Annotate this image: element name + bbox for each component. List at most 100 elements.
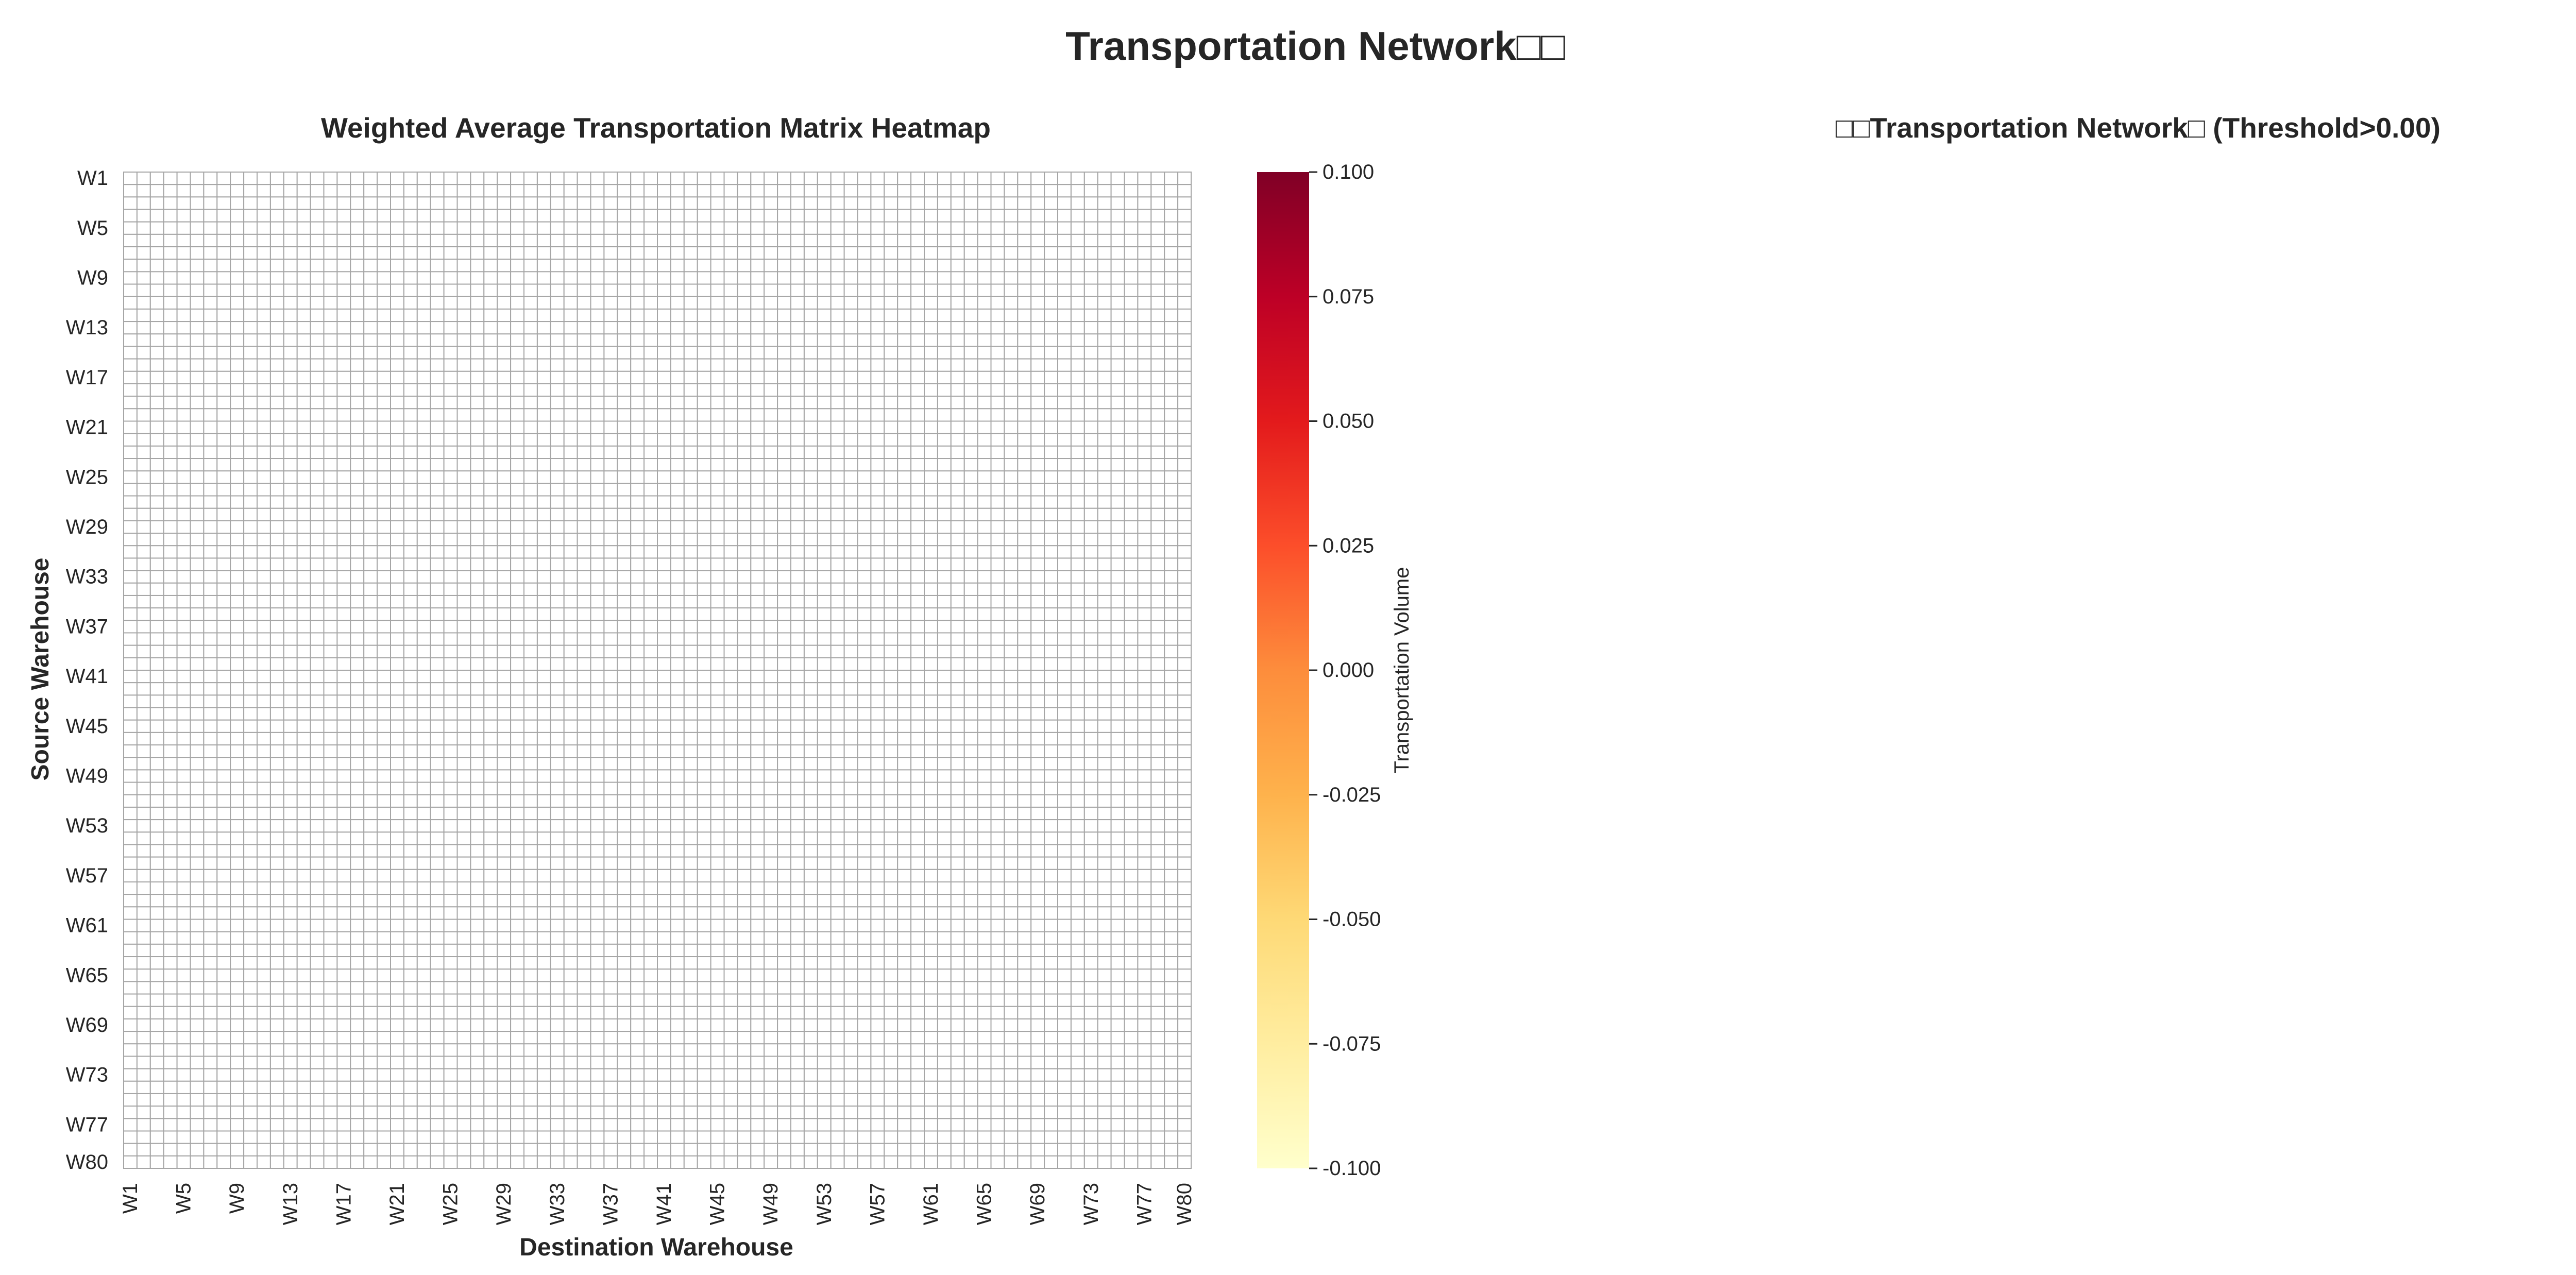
heatmap-cell xyxy=(1124,483,1139,497)
heatmap-cell xyxy=(430,831,445,845)
heatmap-cell xyxy=(430,670,445,684)
heatmap-cell xyxy=(577,507,591,521)
heatmap-cell xyxy=(163,856,178,870)
heatmap-cell xyxy=(990,321,1005,335)
heatmap-cell xyxy=(630,458,645,472)
heatmap-cell xyxy=(390,420,404,434)
heatmap-cell xyxy=(443,719,458,733)
heatmap-cell xyxy=(843,794,858,808)
heatmap-cell xyxy=(1164,259,1179,273)
heatmap-cell xyxy=(1124,420,1139,434)
heatmap-cell xyxy=(1044,856,1058,870)
heatmap-cell xyxy=(1017,869,1032,882)
heatmap-cell xyxy=(123,370,138,384)
heatmap-cell xyxy=(243,769,258,783)
heatmap-cell xyxy=(510,495,524,509)
heatmap-cell xyxy=(1110,358,1125,372)
heatmap-cell xyxy=(563,209,578,223)
heatmap-cell xyxy=(924,433,938,447)
heatmap-cell xyxy=(563,507,578,521)
heatmap-cell xyxy=(176,794,191,808)
heatmap-cell xyxy=(723,246,738,260)
heatmap-cell xyxy=(377,856,391,870)
heatmap-cell xyxy=(857,296,872,310)
heatmap-cell xyxy=(1137,383,1152,397)
heatmap-cell xyxy=(884,869,899,882)
heatmap-cell xyxy=(843,433,858,447)
heatmap-cell xyxy=(737,632,752,646)
heatmap-cell xyxy=(803,246,818,260)
heatmap-cell xyxy=(803,296,818,310)
heatmap-cell xyxy=(377,533,391,547)
heatmap-cell xyxy=(203,370,218,384)
heatmap-cell xyxy=(803,670,818,684)
heatmap-cell xyxy=(657,744,671,758)
heatmap-cell xyxy=(683,644,698,658)
heatmap-cell xyxy=(764,682,778,696)
heatmap-cell xyxy=(830,445,845,460)
heatmap-cell xyxy=(1004,594,1019,609)
heatmap-cell xyxy=(603,632,618,646)
heatmap-cell xyxy=(777,644,791,658)
heatmap-cell xyxy=(670,358,685,372)
heatmap-cell xyxy=(590,670,605,684)
heatmap-cell xyxy=(990,570,1005,584)
heatmap-cell xyxy=(230,184,245,198)
heatmap-cell xyxy=(817,732,832,746)
heatmap-cell xyxy=(1164,358,1179,372)
heatmap-cell xyxy=(363,919,378,932)
heatmap-cell xyxy=(857,794,872,808)
heatmap-cell xyxy=(1030,707,1045,721)
heatmap-cell xyxy=(269,259,284,273)
heatmap-cell xyxy=(817,707,832,721)
heatmap-cell xyxy=(643,520,658,534)
heatmap-cell xyxy=(590,781,605,795)
heatmap-cell xyxy=(950,781,965,795)
heatmap-cell xyxy=(163,495,178,509)
heatmap-cell xyxy=(510,831,524,845)
heatmap-cell xyxy=(910,495,925,509)
heatmap-cell xyxy=(777,308,791,322)
heatmap-cell xyxy=(870,233,885,248)
heatmap-cell xyxy=(1177,644,1192,658)
heatmap-cell xyxy=(403,806,418,821)
figure-title: Transportation Network□□ xyxy=(1065,23,1565,69)
heatmap-cell xyxy=(296,881,311,895)
heatmap-cell xyxy=(723,433,738,447)
heatmap-cell xyxy=(510,607,524,621)
heatmap-cell xyxy=(136,172,151,185)
heatmap-cell xyxy=(977,433,992,447)
heatmap-cell xyxy=(483,806,498,821)
heatmap-cell xyxy=(563,221,578,235)
heatmap-cell xyxy=(643,296,658,310)
heatmap-cell xyxy=(657,594,671,609)
heatmap-cell xyxy=(203,259,218,273)
heatmap-cell xyxy=(1164,196,1179,210)
heatmap-cell xyxy=(310,707,325,721)
heatmap-cell xyxy=(336,881,351,895)
heatmap-cell xyxy=(990,507,1005,521)
heatmap-cell xyxy=(416,794,431,808)
heatmap-cell xyxy=(1017,906,1032,920)
heatmap-cell xyxy=(937,794,952,808)
heatmap-cell xyxy=(416,906,431,920)
heatmap-cell xyxy=(190,557,205,571)
heatmap-cell xyxy=(1110,819,1125,833)
heatmap-cell xyxy=(563,420,578,434)
heatmap-cell xyxy=(697,283,711,297)
heatmap-cell xyxy=(723,794,738,808)
heatmap-cell xyxy=(510,333,524,347)
heatmap-cell xyxy=(924,259,938,273)
heatmap-cell xyxy=(1110,844,1125,858)
heatmap-cell xyxy=(497,943,512,958)
heatmap-cell xyxy=(510,694,524,708)
heatmap-cell xyxy=(764,495,778,509)
heatmap-cell xyxy=(550,856,565,870)
heatmap-cell xyxy=(323,246,338,260)
heatmap-cell xyxy=(617,233,632,248)
heatmap-cell xyxy=(483,657,498,671)
heatmap-cell xyxy=(630,670,645,684)
heatmap-cell xyxy=(136,233,151,248)
heatmap-cell xyxy=(603,670,618,684)
heatmap-cell xyxy=(723,483,738,497)
